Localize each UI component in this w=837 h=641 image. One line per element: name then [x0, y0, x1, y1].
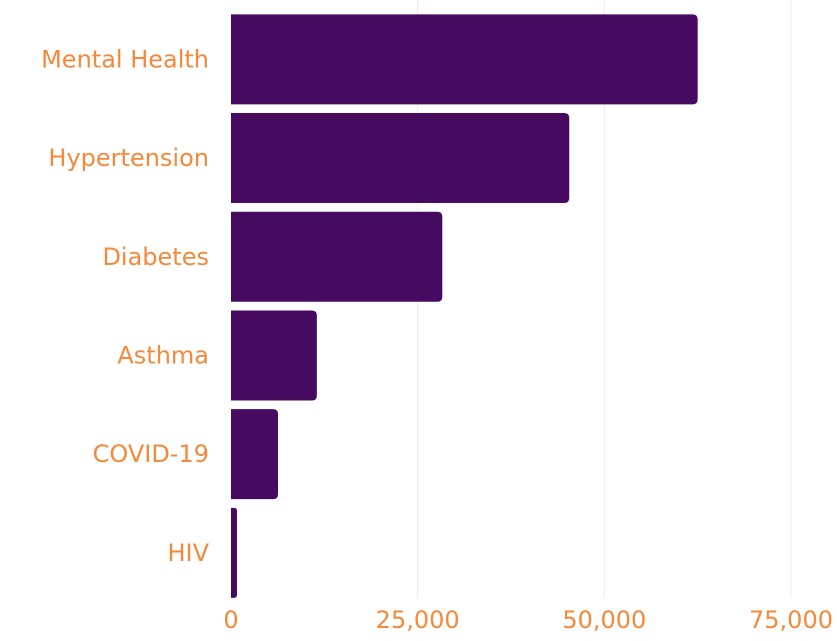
category-label-diabetes: Diabetes — [102, 243, 209, 271]
x-tick-label-2: 50,000 — [562, 606, 646, 634]
bar-hypertension — [231, 113, 570, 204]
category-label-hypertension: Hypertension — [48, 144, 209, 172]
x-tick-label-0: 0 — [223, 606, 238, 634]
bar-mental-health — [231, 14, 698, 105]
x-tick-label-3: 75,000 — [749, 606, 833, 634]
x-tick-label-1: 25,000 — [376, 606, 460, 634]
x-axis-ticks: 0 25,000 50,000 75,000 — [223, 606, 833, 634]
bar-asthma — [231, 310, 317, 401]
category-label-mental-health: Mental Health — [41, 45, 209, 73]
bar-diabetes — [231, 211, 443, 302]
bar-covid-19 — [231, 409, 279, 500]
category-label-covid-19: COVID-19 — [93, 440, 209, 468]
category-label-hiv: HIV — [167, 539, 209, 567]
bars — [231, 14, 698, 598]
category-labels: Mental Health Hypertension Diabetes Asthma C… — [41, 45, 209, 567]
category-label-asthma: Asthma — [117, 341, 209, 369]
bar-hiv — [231, 507, 237, 598]
